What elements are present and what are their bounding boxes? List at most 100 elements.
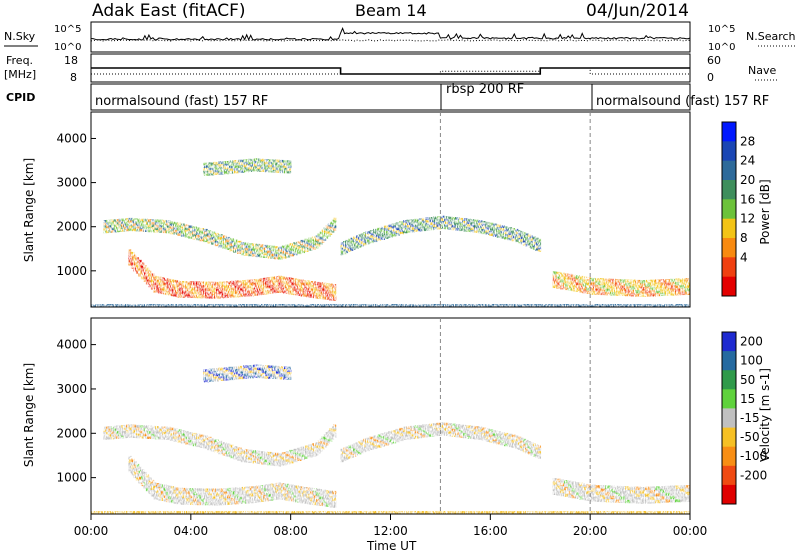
heatmap-cell bbox=[485, 439, 490, 442]
heatmap-cell bbox=[373, 236, 378, 240]
heatmap-cell bbox=[485, 436, 490, 440]
heatmap-cell bbox=[218, 375, 225, 379]
heatmap-cell bbox=[293, 485, 297, 489]
heatmap-cell bbox=[128, 220, 133, 224]
heatmap-cell bbox=[204, 291, 210, 295]
heatmap-cell bbox=[103, 228, 107, 231]
heatmap-cell bbox=[289, 449, 294, 453]
heatmap-cell bbox=[199, 236, 205, 239]
heatmap-cell bbox=[655, 282, 661, 287]
heatmap-cell bbox=[665, 279, 671, 283]
heatmap-cell bbox=[620, 486, 626, 490]
colorbar-frame bbox=[721, 331, 737, 505]
heatmap-cell bbox=[455, 429, 460, 432]
heatmap-cell bbox=[219, 291, 224, 295]
heatmap-cell bbox=[511, 437, 516, 440]
heatmap-cell bbox=[406, 436, 412, 440]
heatmap-cell bbox=[178, 494, 183, 498]
heatmap-cell bbox=[507, 229, 513, 233]
heatmap-cell bbox=[228, 372, 235, 375]
heatmap-cell bbox=[275, 159, 281, 163]
heatmap-cell bbox=[116, 425, 120, 429]
heatmap-cell bbox=[556, 492, 561, 496]
heatmap-cell bbox=[319, 502, 324, 506]
heatmap-cell bbox=[182, 491, 187, 495]
heatmap-cell bbox=[274, 246, 279, 249]
heatmap-cell bbox=[145, 274, 150, 278]
heatmap-cell bbox=[248, 449, 253, 453]
heatmap-cell bbox=[255, 249, 261, 252]
heatmap-cell bbox=[234, 500, 239, 505]
heatmap-cell bbox=[244, 454, 249, 458]
heatmap-cell bbox=[91, 511, 690, 514]
noise-right-tick-top: 10^5 bbox=[708, 24, 735, 35]
heatmap-cell bbox=[222, 238, 227, 241]
heatmap-cell bbox=[312, 291, 317, 295]
heatmap-cell bbox=[319, 492, 324, 496]
heatmap-cell bbox=[270, 283, 274, 287]
heatmap-cell bbox=[322, 489, 327, 493]
heatmap-cell bbox=[244, 242, 249, 246]
heatmap-cell bbox=[289, 455, 294, 458]
heatmap-cell bbox=[203, 170, 210, 174]
heatmap-cell bbox=[311, 236, 317, 240]
heatmap-cell bbox=[500, 442, 505, 446]
heatmap-cell bbox=[685, 491, 690, 496]
heatmap-cell bbox=[175, 293, 180, 298]
heatmap-cell bbox=[308, 444, 313, 448]
heatmap-cell bbox=[195, 433, 201, 437]
heatmap-cell bbox=[244, 245, 249, 248]
heatmap-cell bbox=[237, 447, 242, 451]
heatmap-cell bbox=[650, 279, 656, 283]
heatmap-cell bbox=[249, 499, 254, 504]
heatmap-cell bbox=[605, 288, 611, 292]
heatmap-cell bbox=[193, 494, 198, 499]
heatmap-cell bbox=[517, 439, 522, 442]
heatmap-cell bbox=[283, 369, 288, 372]
heatmap-cell bbox=[260, 370, 266, 373]
heatmap-cell bbox=[207, 444, 212, 448]
heatmap-cell bbox=[273, 496, 277, 501]
heatmap-cell bbox=[477, 228, 483, 231]
heatmap-cell bbox=[530, 442, 534, 445]
heatmap-cell bbox=[225, 448, 231, 452]
heatmap-cell bbox=[481, 435, 487, 439]
heatmap-cell bbox=[511, 439, 516, 443]
heatmap-cell bbox=[645, 496, 651, 501]
heatmap-cell bbox=[630, 283, 636, 287]
heatmap-cell bbox=[333, 424, 337, 427]
heatmap-cell bbox=[245, 496, 251, 501]
heatmap-cell bbox=[384, 236, 389, 239]
colorbar-tick-label: -200 bbox=[740, 468, 767, 482]
heatmap-cell bbox=[414, 433, 419, 436]
heatmap-cell bbox=[285, 252, 291, 255]
heatmap-cell bbox=[160, 484, 165, 488]
heatmap-cell bbox=[625, 489, 631, 494]
heatmap-cell bbox=[329, 221, 333, 225]
heatmap-cell bbox=[245, 283, 251, 287]
heatmap-cell bbox=[225, 244, 231, 248]
heatmap-cell bbox=[258, 492, 262, 496]
velocity-heatmap bbox=[91, 364, 690, 514]
heatmap-cell bbox=[162, 225, 167, 228]
heatmap-cell bbox=[148, 480, 152, 484]
heatmap-cell bbox=[391, 228, 397, 232]
heatmap-cell bbox=[234, 293, 239, 298]
heatmap-cell bbox=[640, 290, 646, 294]
heatmap-cell bbox=[296, 246, 302, 249]
heatmap-cell bbox=[535, 240, 539, 243]
heatmap-cell bbox=[218, 166, 225, 170]
heatmap-cell bbox=[233, 366, 240, 369]
heatmap-cell bbox=[245, 486, 251, 490]
heatmap-cell bbox=[685, 281, 690, 285]
heatmap-cell bbox=[537, 241, 542, 245]
heatmap-cell bbox=[270, 463, 276, 466]
heatmap-cell bbox=[128, 249, 132, 253]
freq-unit-label: [MHz] bbox=[4, 68, 36, 81]
heatmap-cell bbox=[223, 367, 230, 370]
heatmap-cell bbox=[327, 432, 331, 436]
heatmap-cell bbox=[290, 494, 294, 499]
heatmap-cell bbox=[111, 230, 115, 233]
heatmap-cell bbox=[399, 438, 404, 442]
heatmap-cell bbox=[564, 486, 569, 491]
